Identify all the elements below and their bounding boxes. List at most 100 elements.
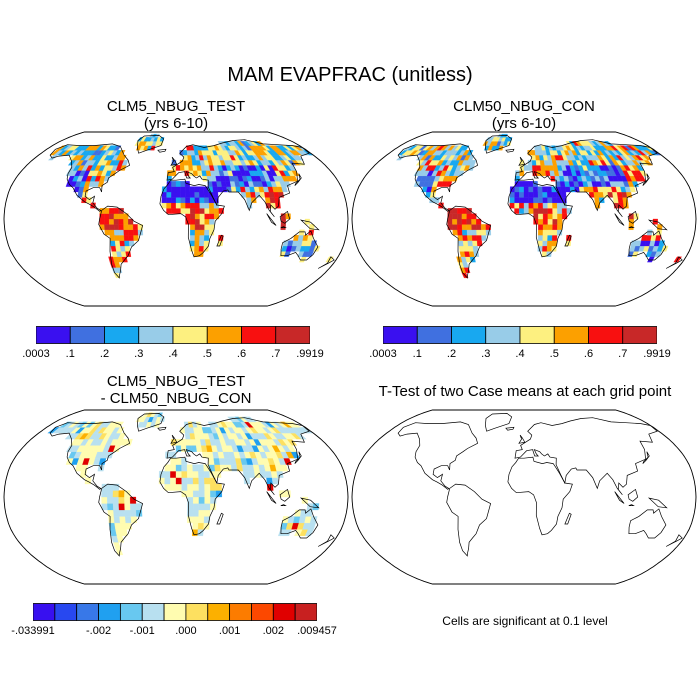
map-grid-cell (113, 509, 120, 517)
coastline (216, 512, 224, 525)
coastline (614, 491, 625, 504)
coastline (397, 143, 479, 212)
colorbar-swatch (141, 603, 165, 621)
map-grid-cell (130, 509, 137, 517)
map-grid-cell (542, 208, 549, 214)
coastline (49, 421, 131, 490)
colorbar-swatch (119, 603, 143, 621)
map-grid-cell (574, 186, 580, 193)
map-grid-cell (461, 208, 468, 214)
map-grid-cell (170, 464, 177, 472)
map-grid-cell (462, 145, 470, 151)
map-grid-cell (170, 470, 177, 478)
colorbar-swatch (54, 603, 78, 621)
coastline (665, 534, 683, 547)
map-grid-cell (457, 229, 463, 236)
map-grid-cell (171, 197, 177, 203)
coastline (507, 456, 573, 536)
map-grid-cell (462, 235, 468, 241)
colorbar-swatch (206, 326, 242, 344)
map-grid-cell (128, 235, 134, 241)
map-grid-cell (211, 181, 218, 187)
map-grid-cell (128, 229, 134, 236)
colorbar-swatch (32, 603, 56, 621)
map-grid-cell (547, 218, 553, 225)
map-border (3, 131, 349, 307)
colorbar-swatch (553, 326, 589, 344)
map-grid-cell (179, 165, 185, 171)
coastline (137, 413, 165, 432)
colorbar-swatch (519, 326, 555, 344)
map-grid-cell (108, 213, 115, 220)
map-grid-cell (118, 496, 125, 504)
map-grid-cell (194, 229, 200, 236)
colorbar-tick-label: -.033991 (11, 625, 55, 637)
colorbar-tick-label: .3 (481, 348, 491, 360)
map-grid-cell (264, 197, 271, 203)
coastline (279, 210, 291, 224)
panel-test-title-line1: CLM5_NBUG_TEST (106, 98, 246, 115)
map-grid-cell (557, 213, 563, 220)
map-grid-cell (118, 229, 125, 236)
colorbar-tick-label: .5 (549, 348, 559, 360)
map-grid-cell (466, 224, 472, 230)
map-grid-cell (546, 245, 553, 252)
colorbar-tick-label: .002 (262, 625, 285, 637)
map-grid-cell (123, 235, 130, 241)
map-grid-cell (119, 240, 126, 247)
map-grid-cell (181, 477, 188, 485)
panel-diff-title-line1: CLM5_NBUG_TEST (106, 373, 246, 390)
map-grid-cell (519, 181, 525, 187)
map-grid-cell (187, 477, 194, 485)
map-grid-cell (480, 224, 487, 230)
map-grid-cell (560, 186, 567, 193)
map-grid-cell (118, 509, 126, 517)
map-grid-cell (194, 197, 200, 203)
map-grid-cell (194, 245, 200, 252)
coastline (446, 205, 492, 279)
map-grid-cell (185, 191, 191, 198)
map-grid-cell (175, 464, 182, 472)
coastline (166, 417, 310, 496)
map-grid-cell (466, 150, 474, 156)
map-grid-cell (523, 186, 529, 193)
map-grid-cell (509, 197, 515, 203)
coastline (614, 213, 625, 226)
map-grid-cell (193, 490, 200, 498)
map-grid-cell (104, 218, 110, 225)
map-grid-cell (519, 202, 525, 209)
coastline (166, 139, 310, 218)
coastline (627, 488, 639, 502)
map-grid-cell (175, 197, 181, 203)
map-grid-cell (114, 235, 120, 241)
colorbar-swatch (275, 326, 311, 344)
map-grid-cell (181, 464, 188, 472)
map-grid-cell (113, 516, 121, 524)
colorbar-swatch (229, 603, 252, 621)
map-grid-cell (523, 191, 529, 198)
map-grid-cell (466, 218, 472, 225)
map-grid-cell (472, 245, 479, 252)
map-grid-cell (468, 245, 474, 252)
map-grid-cell (204, 229, 210, 236)
map-grid-cell (190, 202, 196, 209)
map-grid-cell (195, 421, 203, 428)
colorbar-diff-swatches (32, 603, 318, 621)
map-grid-cell (190, 224, 196, 230)
coastline (628, 504, 635, 506)
map-grid-cell (204, 477, 211, 485)
colorbar-swatch (185, 603, 209, 621)
map-grid-cell (183, 150, 188, 156)
map-grid-cell (192, 477, 199, 485)
colorbar-tick-label: -.002 (85, 625, 112, 637)
map-grid-cell (198, 477, 205, 485)
colorbar-control (382, 326, 658, 344)
map-border (351, 409, 697, 585)
coastline (642, 451, 650, 464)
map-grid-cell (109, 208, 115, 214)
map-grid-cell (192, 470, 199, 478)
map-grid-cell (561, 208, 568, 214)
map-grid-cell (171, 191, 177, 198)
map-grid-cell (528, 181, 534, 187)
